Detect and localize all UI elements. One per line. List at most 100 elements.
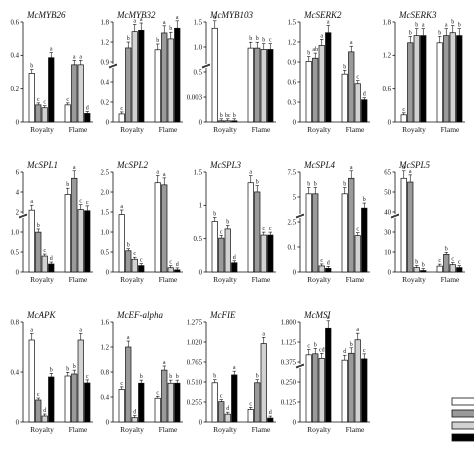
significance-letter: c (262, 226, 265, 232)
significance-letter: a (127, 335, 130, 341)
significance-letter: a (445, 23, 448, 29)
significance-letter: b (256, 374, 259, 380)
y-tick-label: 1.125 (281, 339, 297, 346)
significance-letter: c (269, 226, 272, 232)
significance-letter: b (314, 342, 317, 348)
y-tick-label: 0.9 (288, 59, 297, 66)
bar (131, 417, 138, 423)
bar (211, 27, 218, 123)
bar (449, 264, 456, 273)
bar (254, 191, 261, 273)
legend-swatch (451, 433, 474, 442)
y-tick-label: 6 (16, 169, 20, 176)
category-label: Royalty (120, 425, 144, 434)
y-tick-label: 65 (384, 169, 391, 176)
y-tick-label: 30 (384, 229, 391, 236)
significance-letter: c (133, 251, 136, 257)
significance-letter: b (127, 243, 130, 249)
significance-letter: b (314, 182, 317, 188)
significance-letter: b (458, 23, 461, 29)
bar (312, 193, 319, 273)
category-label: Flame (159, 425, 178, 434)
category-label: Royalty (402, 275, 426, 284)
panel-title: McSPL3 (209, 160, 241, 170)
significance-letter: c (169, 260, 172, 266)
y-tick-label: 1.8 (101, 19, 110, 26)
significance-letter: c (43, 248, 46, 254)
bar (348, 352, 355, 423)
bar (224, 413, 231, 423)
y-tick-label: 2.0 (101, 189, 110, 196)
significance-letter: b (30, 64, 33, 70)
significance-letter: b (343, 182, 346, 188)
bar (361, 99, 368, 123)
significance-letter: bc (225, 113, 231, 119)
bar (35, 399, 42, 423)
significance-letter: b (256, 180, 259, 186)
y-tick-label: 1.5 (194, 19, 203, 26)
y-tick-label: 4 (16, 189, 20, 196)
y-tick-label: 1.0 (11, 229, 20, 236)
axis-break-mark (108, 64, 118, 69)
category-label: Flame (159, 275, 178, 284)
y-tick-label: 0.6 (288, 79, 297, 86)
significance-letter: a (422, 23, 425, 29)
significance-letter: a (163, 360, 166, 366)
significance-letter: c (307, 343, 310, 349)
significance-letter: c (402, 107, 405, 113)
y-tick-label: 0 (16, 119, 20, 126)
significance-letter: b (363, 197, 366, 203)
significance-letter: b (66, 366, 69, 372)
significance-letter: b (445, 246, 448, 252)
significance-letter: a (350, 40, 353, 46)
significance-letter: a (73, 54, 76, 60)
significance-letter: b (415, 23, 418, 29)
y-tick-label: 0.2 (11, 86, 20, 93)
significance-letter: b (213, 211, 216, 217)
bar (436, 265, 443, 273)
axis-break-mark (201, 63, 211, 68)
significance-letter: a (249, 170, 252, 176)
category-label: Royalty (402, 125, 426, 134)
significance-letter: a (120, 204, 123, 210)
bar (154, 49, 161, 123)
significance-letter: d (176, 262, 179, 268)
significance-letter: b (307, 51, 310, 57)
significance-letter: c (120, 381, 123, 387)
y-tick-label: 0 (293, 269, 297, 276)
bar (361, 207, 368, 273)
y-tick-label: 0.5 (11, 249, 20, 256)
y-tick-label: 0 (199, 269, 203, 276)
category-label: Royalty (30, 275, 54, 284)
category-label: Flame (346, 425, 365, 434)
y-tick-label: 0.5 (194, 69, 203, 76)
significance-letter: b (169, 26, 172, 32)
significance-letter: c (140, 258, 143, 264)
category-label: Flame (69, 275, 88, 284)
axis-break-gap (109, 64, 117, 68)
bar (254, 47, 261, 123)
y-tick-label: 1 (199, 203, 202, 210)
bar (267, 234, 274, 273)
bar (211, 221, 218, 273)
y-tick-label: 40 (384, 209, 391, 216)
category-label: Flame (441, 125, 460, 134)
y-tick-label: 0.8 (101, 369, 110, 376)
significance-letter: a (402, 165, 405, 171)
bar (211, 382, 218, 423)
significance-letter: b (307, 182, 310, 188)
bar (407, 42, 414, 123)
significance-letter: b (409, 30, 412, 36)
y-tick-label: 1.5 (288, 19, 297, 26)
y-tick-label: 0.6 (11, 19, 20, 26)
bar (354, 83, 361, 123)
y-tick-label: 0.4 (101, 79, 110, 86)
panel-title: McMSI (303, 310, 331, 320)
significance-letter: a (156, 170, 159, 176)
bar (325, 32, 332, 123)
category-label: Flame (69, 125, 88, 134)
bar (341, 359, 348, 423)
bar (174, 27, 181, 123)
